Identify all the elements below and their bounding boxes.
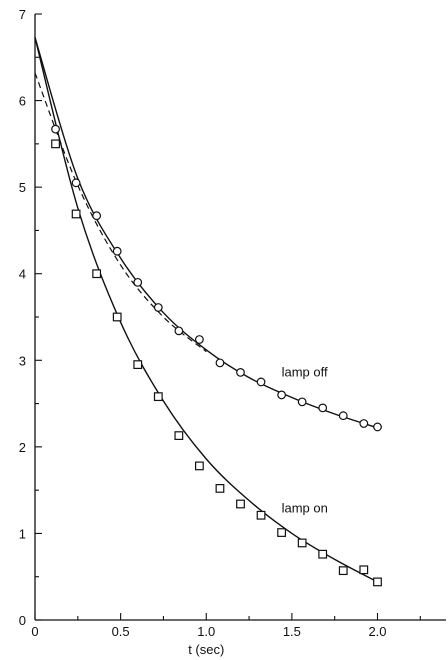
fit-curves [34, 37, 378, 583]
data-point-lamp-on [112, 312, 122, 322]
data-point-lamp-off [256, 377, 266, 387]
data-point-lamp-on [338, 566, 348, 576]
data-point-lamp-off [359, 419, 369, 428]
data-point-lamp-off [318, 403, 328, 413]
series-label-lamp-off: lamp off [282, 364, 328, 379]
x-tick-label: 1.0 [197, 624, 215, 639]
data-point-lamp-on [373, 577, 382, 587]
data-point-lamp-off [71, 178, 81, 188]
fit-curve-lamp-off [34, 37, 378, 429]
data-point-lamp-on [256, 510, 266, 520]
y-tick-label: 6 [19, 94, 26, 109]
x-tick-label: 1.5 [283, 624, 301, 639]
axes [34, 14, 446, 621]
data-point-lamp-off [297, 397, 307, 407]
data-point-lamp-on [133, 360, 143, 370]
data-point-lamp-off [338, 411, 348, 421]
data-point-lamp-on [318, 549, 328, 559]
y-tick-label: 7 [19, 7, 26, 22]
data-point-lamp-on [153, 392, 163, 402]
data-point-lamp-on [92, 269, 102, 279]
data-point-lamp-on [51, 139, 60, 149]
fit-curve-lamp-on [34, 37, 378, 583]
x-axis-title: t (sec) [188, 642, 224, 657]
data-point-lamp-off [236, 368, 245, 377]
data-point-lamp-on [71, 209, 81, 219]
data-point-lamp-off [277, 390, 287, 400]
x-tick-label: 2.0 [368, 624, 386, 639]
y-tick-label: 2 [19, 440, 26, 455]
fit-curve-dashed-lamp-off [34, 72, 207, 353]
data-point-lamp-on [359, 565, 369, 575]
data-point-lamp-off [51, 124, 60, 134]
data-point-lamp-on [236, 499, 245, 509]
data-point-lamp-on [277, 528, 286, 537]
data-point-lamp-off [133, 277, 143, 287]
data-point-lamp-on [174, 431, 184, 441]
data-point-lamp-off [174, 326, 184, 336]
data-markers [51, 124, 382, 587]
y-tick-label: 5 [19, 180, 26, 195]
x-ticks: 0 0.5 1.0 1.5 2.0 [31, 613, 421, 639]
data-point-lamp-off [92, 211, 102, 221]
x-tick-label: 0 [31, 624, 38, 639]
data-point-lamp-off [112, 246, 122, 256]
y-tick-label: 4 [19, 267, 26, 282]
data-point-lamp-on [195, 461, 204, 471]
data-point-lamp-off [194, 335, 204, 344]
x-tick-label: 0.5 [112, 624, 130, 639]
y-ticks: 0 1 2 3 4 5 6 7 [19, 7, 42, 628]
y-tick-label: 0 [19, 613, 26, 628]
series-label-lamp-on: lamp on [282, 500, 328, 515]
data-point-lamp-on [215, 484, 225, 493]
data-point-lamp-off [215, 358, 225, 368]
data-point-lamp-off [153, 303, 163, 312]
data-point-lamp-on [297, 538, 307, 548]
y-tick-label: 1 [19, 526, 26, 541]
data-point-lamp-off [373, 422, 382, 432]
y-tick-label: 3 [19, 353, 26, 368]
